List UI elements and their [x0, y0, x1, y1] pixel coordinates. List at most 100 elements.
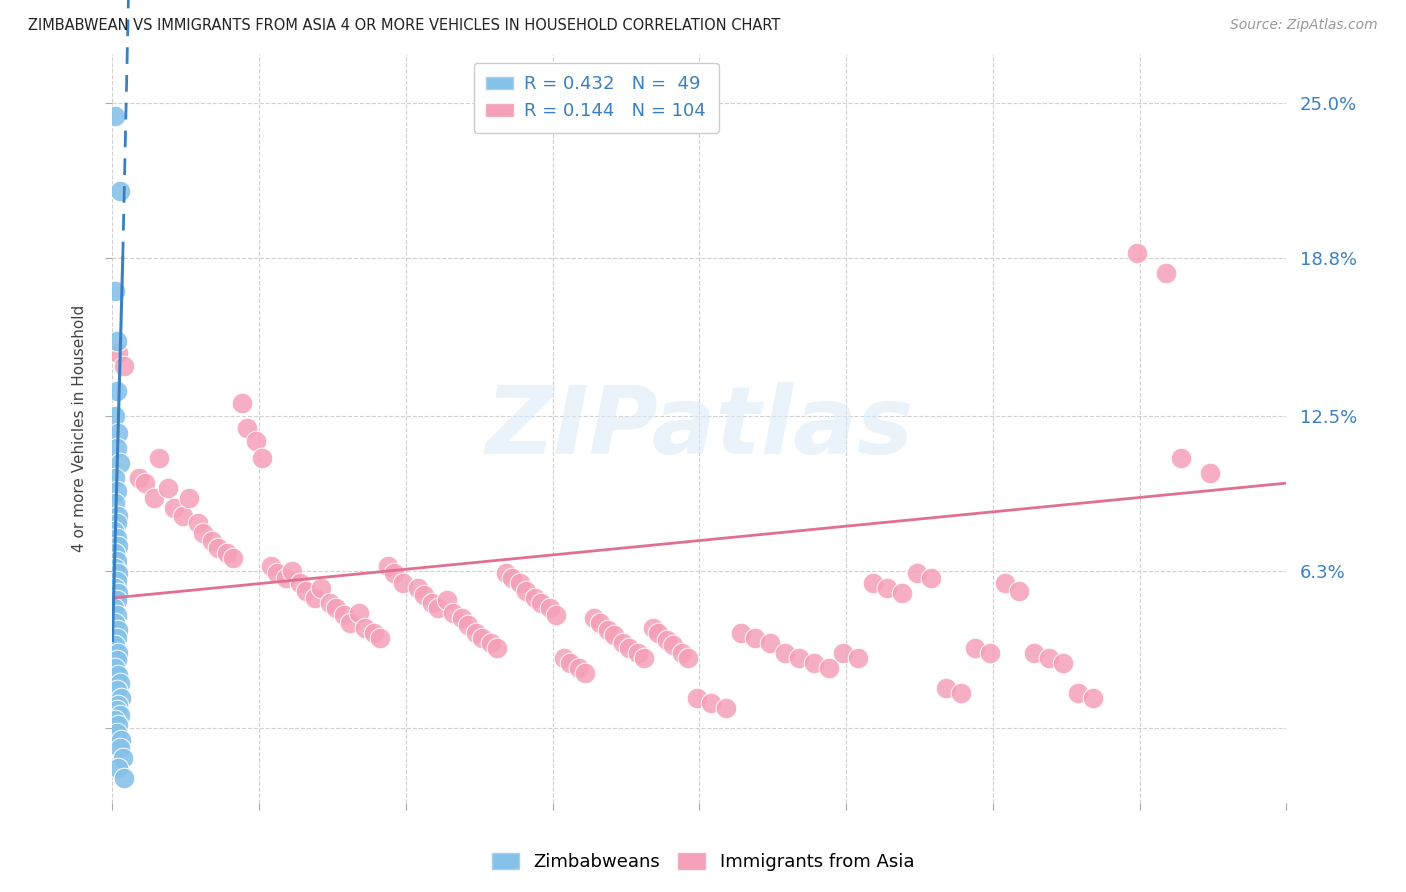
- Point: [107, 539, 129, 553]
- Point: [215, 546, 238, 560]
- Point: [759, 636, 782, 650]
- Point: [377, 558, 399, 573]
- Point: [103, 601, 125, 615]
- Point: [128, 471, 150, 485]
- Point: [104, 284, 127, 298]
- Point: [1038, 651, 1060, 665]
- Point: [465, 626, 488, 640]
- Point: [207, 541, 229, 555]
- Point: [105, 516, 128, 530]
- Point: [544, 608, 567, 623]
- Point: [920, 571, 942, 585]
- Point: [105, 653, 128, 667]
- Point: [318, 596, 340, 610]
- Point: [787, 651, 810, 665]
- Point: [441, 606, 464, 620]
- Point: [501, 571, 523, 585]
- Point: [304, 591, 326, 605]
- Point: [105, 483, 128, 498]
- Point: [104, 409, 127, 423]
- Point: [260, 558, 283, 573]
- Point: [862, 576, 884, 591]
- Point: [110, 690, 132, 705]
- Point: [1022, 646, 1045, 660]
- Point: [1052, 656, 1074, 670]
- Point: [325, 601, 347, 615]
- Point: [105, 384, 128, 398]
- Point: [633, 651, 655, 665]
- Point: [104, 581, 127, 595]
- Point: [773, 646, 796, 660]
- Point: [422, 596, 444, 610]
- Point: [280, 564, 302, 578]
- Point: [1067, 686, 1090, 700]
- Point: [509, 576, 531, 591]
- Point: [177, 491, 200, 505]
- Point: [104, 615, 127, 630]
- Point: [832, 646, 855, 660]
- Text: Source: ZipAtlas.com: Source: ZipAtlas.com: [1230, 18, 1378, 32]
- Point: [1199, 466, 1222, 480]
- Text: ZIMBABWEAN VS IMMIGRANTS FROM ASIA 4 OR MORE VEHICLES IN HOUSEHOLD CORRELATION C: ZIMBABWEAN VS IMMIGRANTS FROM ASIA 4 OR …: [28, 18, 780, 33]
- Point: [436, 593, 458, 607]
- Point: [657, 633, 679, 648]
- Point: [104, 471, 127, 485]
- Point: [105, 574, 128, 588]
- Point: [515, 583, 537, 598]
- Point: [457, 618, 479, 632]
- Point: [274, 571, 297, 585]
- Point: [110, 733, 132, 747]
- Point: [107, 761, 129, 775]
- Point: [105, 553, 128, 567]
- Point: [108, 708, 131, 723]
- Point: [231, 396, 253, 410]
- Point: [574, 665, 596, 680]
- Point: [107, 586, 129, 600]
- Point: [368, 631, 391, 645]
- Point: [104, 639, 127, 653]
- Point: [148, 451, 170, 466]
- Point: [107, 624, 129, 638]
- Point: [107, 668, 129, 682]
- Point: [582, 611, 605, 625]
- Point: [339, 615, 361, 630]
- Point: [187, 516, 209, 530]
- Point: [105, 683, 128, 698]
- Point: [876, 581, 898, 595]
- Point: [104, 546, 127, 560]
- Point: [1126, 246, 1149, 260]
- Point: [105, 608, 128, 623]
- Point: [617, 640, 640, 655]
- Point: [589, 615, 612, 630]
- Point: [530, 596, 553, 610]
- Point: [471, 631, 494, 645]
- Point: [485, 640, 508, 655]
- Point: [157, 481, 180, 495]
- Point: [105, 334, 128, 348]
- Point: [163, 501, 186, 516]
- Point: [250, 451, 273, 466]
- Point: [104, 496, 127, 510]
- Point: [935, 681, 957, 695]
- Point: [104, 561, 127, 575]
- Point: [647, 626, 669, 640]
- Point: [309, 581, 332, 595]
- Point: [105, 441, 128, 455]
- Point: [245, 434, 267, 448]
- Point: [803, 656, 825, 670]
- Point: [107, 698, 129, 713]
- Point: [105, 703, 128, 717]
- Point: [107, 426, 129, 441]
- Point: [450, 611, 472, 625]
- Point: [347, 606, 370, 620]
- Point: [1170, 451, 1192, 466]
- Point: [266, 566, 288, 580]
- Point: [1154, 266, 1177, 280]
- Point: [382, 566, 405, 580]
- Point: [107, 508, 129, 523]
- Point: [730, 626, 752, 640]
- Point: [495, 566, 517, 580]
- Point: [627, 646, 650, 660]
- Point: [193, 526, 215, 541]
- Point: [108, 676, 131, 690]
